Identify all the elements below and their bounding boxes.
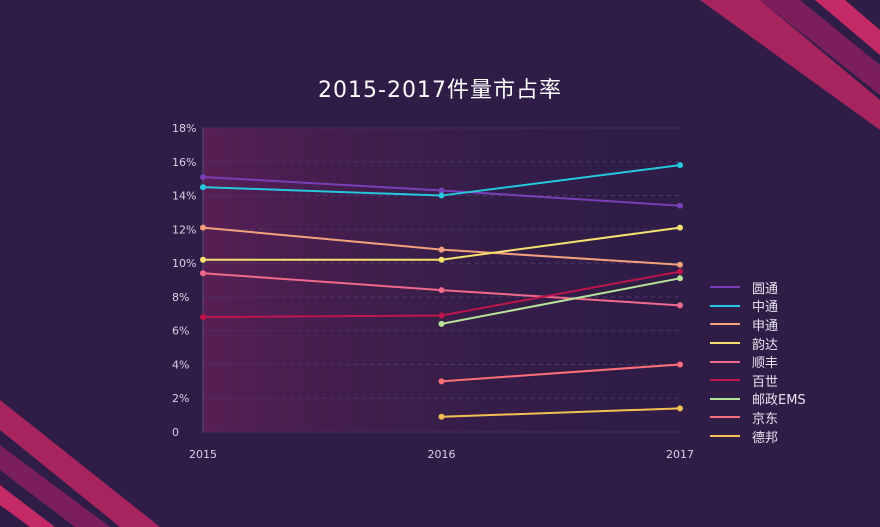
data-point (438, 192, 445, 199)
y-tick-label: 2% (172, 392, 189, 405)
y-tick-label: 0 (172, 426, 179, 439)
legend-swatch (710, 416, 740, 419)
data-point (677, 275, 683, 282)
legend-swatch (710, 435, 740, 438)
legend-swatch (710, 342, 740, 345)
legend-item: 百世 (710, 371, 806, 390)
data-point (677, 361, 683, 368)
legend-swatch (710, 397, 740, 400)
legend-item: 顺丰 (710, 352, 806, 371)
legend-swatch (710, 360, 740, 363)
legend-item: 德邦 (710, 427, 806, 446)
data-point (200, 314, 206, 321)
legend-label: 京东 (752, 411, 779, 427)
data-point (677, 261, 683, 268)
x-tick-label: 2017 (666, 448, 694, 461)
legend-label: 德邦 (752, 430, 779, 446)
legend-label: 邮政EMS (752, 393, 806, 409)
legend-swatch (710, 379, 740, 382)
x-axis-ticks: 2015 2016 2017 (189, 448, 694, 461)
y-tick-label: 10% (172, 257, 196, 270)
data-point (438, 256, 445, 263)
data-point (677, 202, 683, 209)
y-tick-label: 4% (172, 358, 189, 371)
legend-label: 顺丰 (752, 356, 779, 372)
data-point (438, 320, 445, 327)
legend-swatch (710, 286, 740, 289)
data-point (677, 302, 683, 309)
x-tick-label: 2015 (189, 448, 217, 461)
data-point (200, 173, 206, 180)
corner-decoration-bottom-left (0, 400, 160, 527)
series-group (200, 162, 683, 420)
data-point (438, 187, 445, 194)
y-tick-label: 16% (172, 156, 196, 169)
data-point (438, 312, 445, 319)
legend-item: 圆通 (710, 278, 806, 297)
data-point (200, 256, 206, 263)
series-line (441, 277, 681, 325)
data-point (200, 184, 206, 191)
y-tick-label: 14% (172, 190, 196, 203)
legend-label: 韵达 (752, 337, 779, 353)
data-point (200, 224, 206, 231)
y-axis-ticks: 0 2% 4% 6% 8% 10% 12% 14% 16% 18% (172, 122, 196, 439)
legend-label: 圆通 (752, 281, 779, 297)
series-line (441, 363, 681, 383)
data-point (438, 413, 445, 420)
data-point (200, 270, 206, 277)
legend-label: 中通 (752, 300, 779, 316)
data-point (677, 405, 683, 412)
x-tick-label: 2016 (428, 448, 456, 461)
y-tick-label: 8% (172, 291, 189, 304)
corner-decoration-top-right (700, 0, 880, 130)
series-line (441, 407, 681, 418)
y-tick-label: 6% (172, 325, 189, 338)
legend-item: 申通 (710, 315, 806, 334)
data-point (438, 246, 445, 253)
chart-title: 2015-2017件量市占率 (318, 78, 562, 103)
chart-legend: 圆通中通申通韵达顺丰百世邮政EMS 京东德邦 (710, 278, 806, 446)
legend-swatch (710, 323, 740, 326)
data-point (677, 268, 683, 275)
legend-item: 中通 (710, 297, 806, 316)
data-point (438, 378, 445, 385)
data-point (677, 162, 683, 169)
y-tick-label: 12% (172, 223, 196, 236)
y-tick-label: 18% (172, 122, 196, 135)
legend-swatch (710, 304, 740, 307)
legend-item: 京东 (710, 408, 806, 427)
data-point (677, 224, 683, 231)
legend-item: 韵达 (710, 334, 806, 353)
legend-label: 百世 (752, 374, 779, 390)
legend-item: 邮政EMS (710, 390, 806, 409)
data-point (438, 287, 445, 294)
legend-label: 申通 (752, 318, 779, 334)
